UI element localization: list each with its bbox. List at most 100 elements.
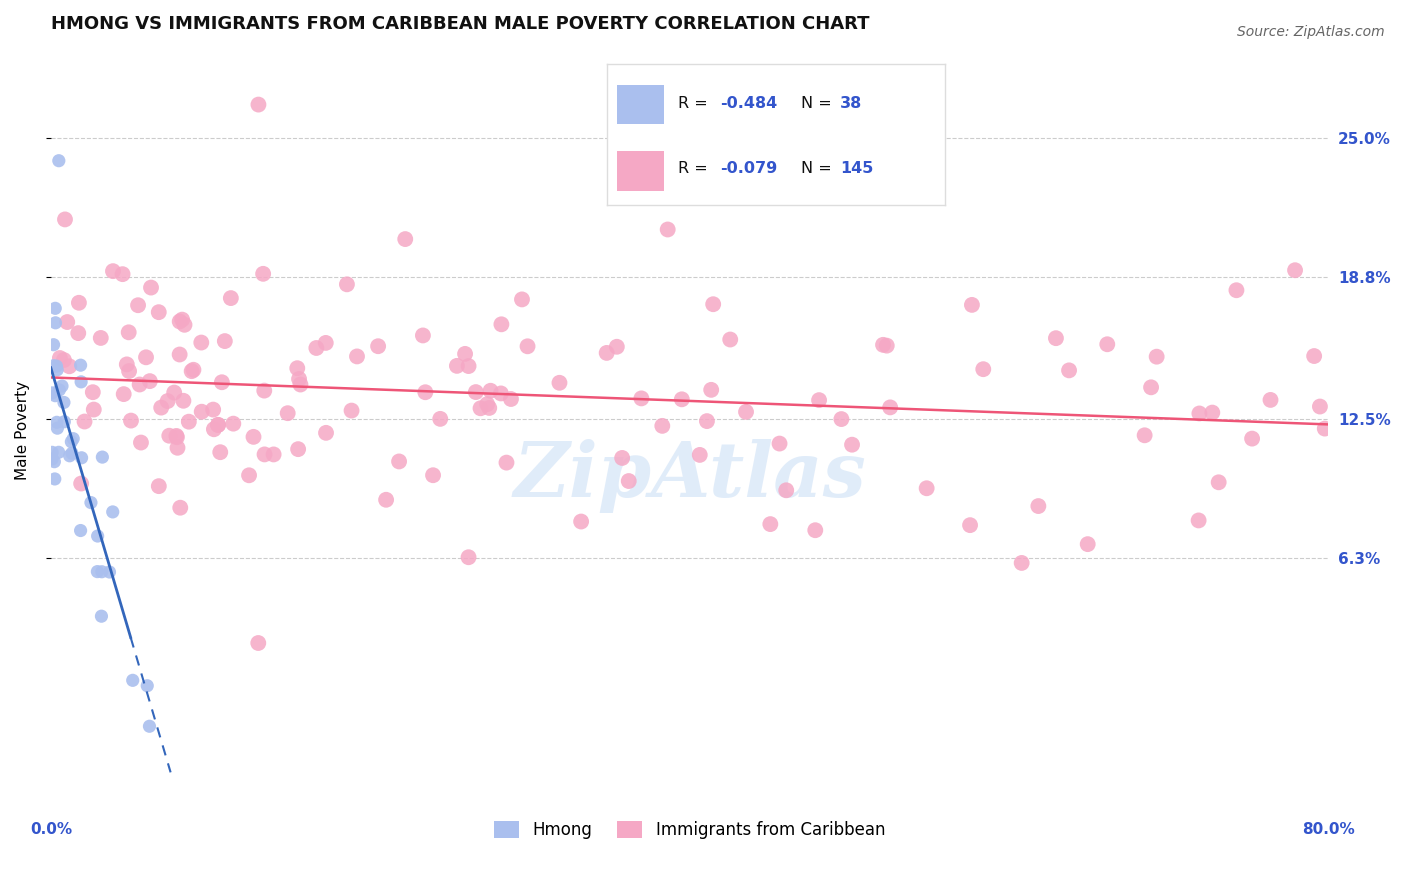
Point	[98, 565, 121, 579]
Point	[172, 393, 194, 408]
Point	[1201, 406, 1223, 420]
Point	[375, 492, 398, 507]
Point	[610, 450, 633, 465]
Point	[53, 212, 76, 227]
Point	[841, 438, 863, 452]
Point	[52, 353, 75, 368]
Point	[1146, 350, 1168, 364]
Point	[394, 232, 416, 246]
Point	[775, 483, 797, 498]
Point	[207, 417, 229, 432]
Point	[44, 301, 66, 316]
Point	[48, 153, 70, 168]
Point	[101, 505, 124, 519]
Point	[148, 479, 170, 493]
Point	[960, 298, 983, 312]
Point	[305, 341, 328, 355]
Point	[263, 447, 285, 461]
Point	[1187, 513, 1209, 527]
Point	[138, 719, 160, 733]
Point	[183, 363, 205, 377]
Point	[759, 517, 782, 532]
Point	[499, 392, 522, 406]
Point	[44, 316, 66, 330]
Point	[277, 406, 299, 420]
Point	[247, 636, 270, 650]
Point	[135, 351, 157, 365]
Point	[595, 346, 617, 360]
Point	[657, 222, 679, 236]
Point	[315, 425, 337, 440]
Point	[412, 328, 434, 343]
Point	[1057, 363, 1080, 377]
Point	[516, 339, 538, 353]
Point	[630, 392, 652, 406]
Point	[1208, 475, 1230, 490]
Point	[214, 334, 236, 348]
Point	[972, 362, 994, 376]
Point	[150, 401, 173, 415]
Point	[121, 673, 143, 688]
Point	[44, 455, 66, 469]
Point	[73, 415, 96, 429]
Point	[457, 550, 479, 565]
Point	[253, 447, 276, 461]
Point	[82, 385, 104, 400]
Point	[700, 383, 723, 397]
Point	[41, 445, 63, 459]
Point	[67, 326, 90, 340]
Point	[177, 415, 200, 429]
Point	[1260, 392, 1282, 407]
Point	[42, 359, 65, 373]
Point	[115, 358, 138, 372]
Point	[696, 414, 718, 428]
Point	[1140, 380, 1163, 394]
Point	[49, 351, 72, 365]
Point	[139, 280, 162, 294]
Point	[120, 414, 142, 428]
Point	[111, 267, 134, 281]
Point	[315, 335, 337, 350]
Point	[165, 429, 187, 443]
Point	[41, 385, 63, 400]
Point	[340, 403, 363, 417]
Point	[548, 376, 571, 390]
Point	[127, 298, 149, 312]
Point	[1045, 331, 1067, 345]
Point	[70, 375, 93, 389]
Point	[56, 315, 79, 329]
Point	[510, 293, 533, 307]
Point	[91, 450, 114, 464]
Point	[569, 515, 592, 529]
Point	[219, 291, 242, 305]
Point	[118, 326, 141, 340]
Point	[1284, 263, 1306, 277]
Point	[470, 401, 492, 416]
Point	[70, 476, 93, 491]
Point	[346, 350, 368, 364]
Point	[41, 452, 63, 467]
Point	[163, 385, 186, 400]
Point	[1303, 349, 1326, 363]
Point	[651, 418, 673, 433]
Point	[207, 417, 229, 432]
Point	[388, 454, 411, 468]
Point	[617, 474, 640, 488]
Point	[479, 384, 502, 398]
Point	[876, 338, 898, 352]
Point	[172, 312, 194, 326]
Point	[136, 679, 159, 693]
Point	[44, 472, 66, 486]
Text: Source: ZipAtlas.com: Source: ZipAtlas.com	[1237, 25, 1385, 39]
Point	[804, 523, 827, 537]
Point	[252, 267, 274, 281]
Point	[166, 441, 188, 455]
Text: HMONG VS IMMIGRANTS FROM CARIBBEAN MALE POVERTY CORRELATION CHART: HMONG VS IMMIGRANTS FROM CARIBBEAN MALE …	[51, 15, 869, 33]
Point	[209, 445, 232, 459]
Point	[62, 432, 84, 446]
Point	[478, 401, 501, 415]
Point	[52, 395, 75, 409]
Point	[190, 335, 212, 350]
Point	[606, 340, 628, 354]
Point	[1077, 537, 1099, 551]
